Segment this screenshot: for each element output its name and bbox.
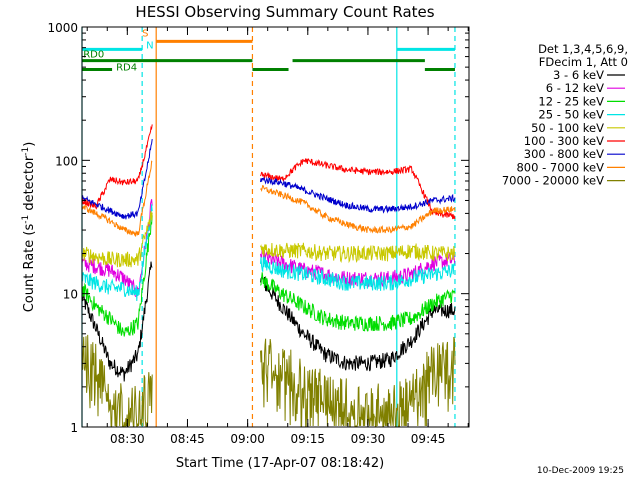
x-tick-label-09-30: 09:30 <box>351 432 386 446</box>
series-50-100-kev-seg1 <box>81 211 153 268</box>
y-tick-label-10: 10 <box>63 288 78 302</box>
y-axis-label: Count Rate (s-1 detector-1) <box>21 142 37 313</box>
x-axis-label: Start Time (17-Apr-07 08:18:42) <box>176 456 384 471</box>
legend-label-7000-20000-kev: 7000 - 20000 keV <box>502 174 604 188</box>
legend-label-100-300-kev: 100 - 300 keV <box>524 134 604 148</box>
series-12-25-kev-seg1 <box>81 215 153 337</box>
annotation-n: N <box>146 40 153 51</box>
legend-label-300-800-kev: 300 - 800 keV <box>524 147 604 161</box>
series-100-300-kev-seg2 <box>260 158 456 220</box>
legend-label-12-25-kev: 12 - 25 keV <box>538 94 604 108</box>
annotation-rd4: RD4 <box>116 63 137 74</box>
plot-frame <box>81 26 470 428</box>
series-100-300-kev-seg1 <box>81 124 153 210</box>
legend-header-line-2: FDecim 1, Att 0 <box>539 55 628 69</box>
legend-label-3-6-kev: 3 - 6 keV <box>553 68 604 82</box>
legend-header-line-1: Det 1,3,4,5,6,9, <box>538 42 628 56</box>
legend-label-6-12-kev: 6 - 12 keV <box>546 81 604 95</box>
chart-title: HESSI Observing Summary Count Rates <box>135 3 434 21</box>
series-800-7000-kev-seg1 <box>81 160 153 237</box>
legend-label-50-100-kev: 50 - 100 keV <box>531 121 604 135</box>
series-800-7000-kev-seg2 <box>260 184 456 234</box>
series-12-25-kev-seg2 <box>260 272 456 332</box>
series-7000-20000-kev-seg2 <box>260 336 456 427</box>
series-6-12-kev-seg1 <box>81 199 153 297</box>
x-axis: 08:30 08:45 09:00 09:15 09:30 09:45 <box>86 27 469 446</box>
x-tick-label-09-15: 09:15 <box>290 432 325 446</box>
plot-area: SN RD0 RD4 <box>81 27 456 427</box>
series-50-100-kev-seg2 <box>260 242 456 264</box>
x-tick-label-08-45: 08:45 <box>170 432 205 446</box>
series-300-800-kev-seg2 <box>260 176 456 214</box>
series-25-50-kev-seg2 <box>260 256 456 291</box>
y-tick-label-1000: 1000 <box>47 21 78 35</box>
x-tick-label-08-30: 08:30 <box>110 432 145 446</box>
y-tick-label-100: 100 <box>55 154 78 168</box>
y-axis: 1 10 100 1000 <box>47 21 469 435</box>
footer-date: 10-Dec-2009 19:25 <box>537 466 624 476</box>
series-25-50-kev-seg1 <box>81 204 153 302</box>
x-tick-label-09-45: 09:45 <box>411 432 446 446</box>
y-tick-label-1: 1 <box>70 421 78 435</box>
legend: Det 1,3,4,5,6,9, FDecim 1, Att 0 3 - 6 k… <box>502 42 628 188</box>
legend-label-800-7000-kev: 800 - 7000 keV <box>516 160 604 174</box>
series-300-800-kev-seg1 <box>81 139 153 220</box>
series-3-6-kev-seg2 <box>260 276 456 372</box>
x-tick-label-09-00: 09:00 <box>230 432 265 446</box>
legend-label-25-50-kev: 25 - 50 keV <box>538 108 604 122</box>
series-6-12-kev-seg2 <box>260 248 456 288</box>
series-7000-20000-kev-seg1 <box>81 334 153 427</box>
annotation-s: S <box>142 28 148 39</box>
series-3-6-kev-seg1 <box>81 261 153 382</box>
annotation-rd0: RD0 <box>83 50 104 61</box>
